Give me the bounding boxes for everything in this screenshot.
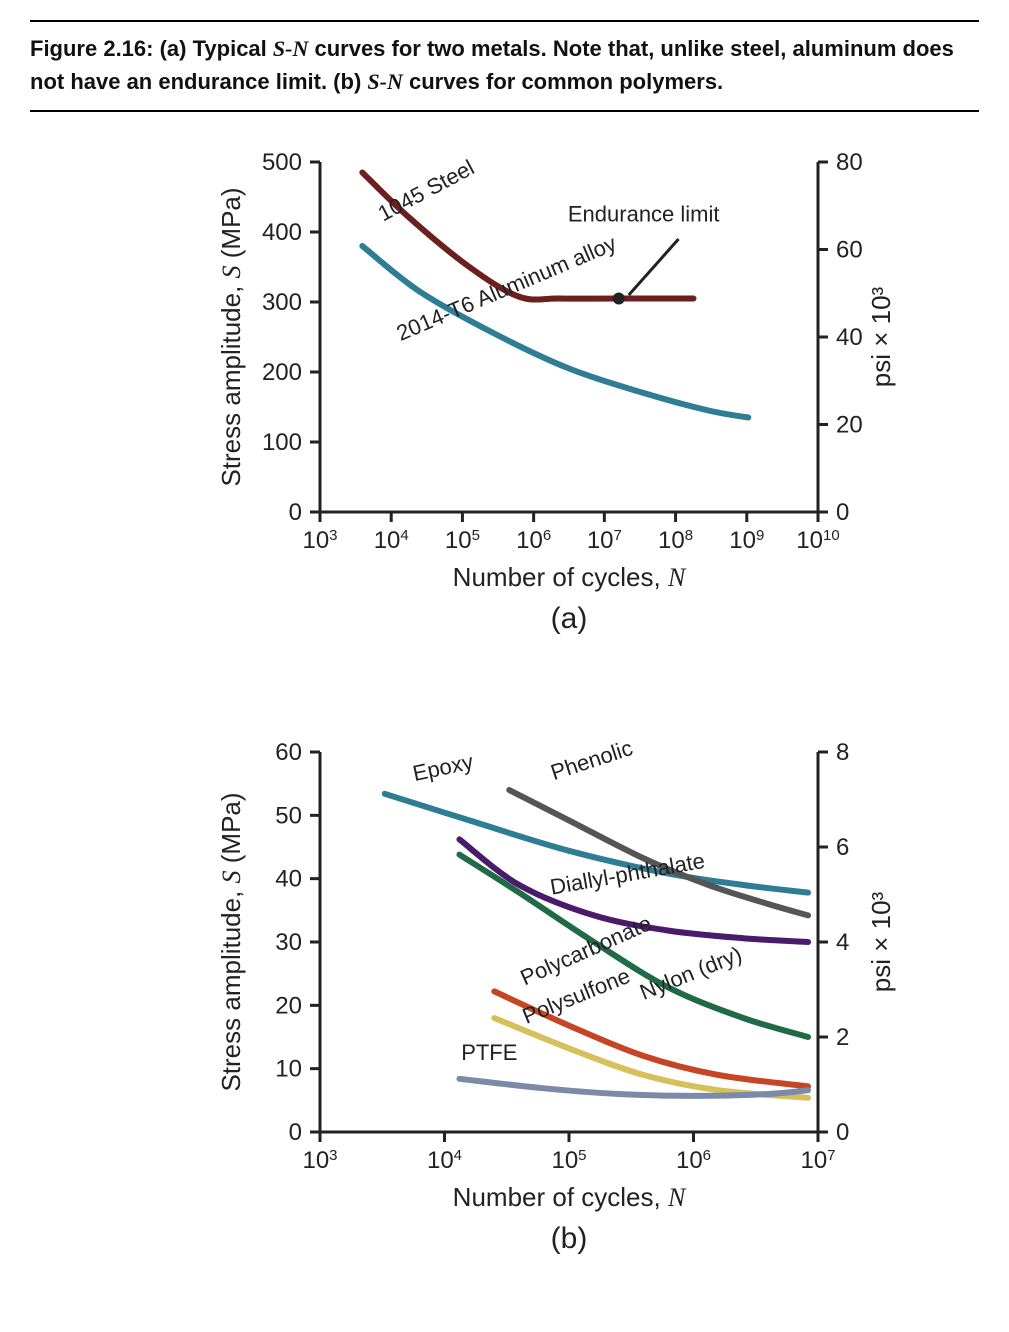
figure-label: Figure 2.16: <box>30 36 153 61</box>
x-tick-label: 104 <box>426 1147 461 1175</box>
y-left-tick-label: 0 <box>288 1119 301 1146</box>
x-tick-label: 105 <box>444 527 479 555</box>
y-right-tick-label: 20 <box>836 412 863 439</box>
x-tick-label: 103 <box>302 527 337 555</box>
y-left-tick-label: 20 <box>275 992 302 1019</box>
chart-a: 1031041051061071081091010010020030040050… <box>75 142 935 672</box>
x-tick-label: 107 <box>800 1147 835 1175</box>
series-label: PTFE <box>461 1040 517 1065</box>
series-label: 2014-T6 Aluminum alloy <box>392 230 619 345</box>
y-left-tick-label: 50 <box>275 802 302 829</box>
y-right-tick-label: 60 <box>836 237 863 264</box>
y-left-axis-label: Stress amplitude, S (MPa) <box>216 792 246 1091</box>
y-right-axis-label: psi × 10³ <box>866 891 896 992</box>
x-axis-label: Number of cycles, N <box>452 1182 686 1212</box>
caption-sn1: S-N <box>273 36 308 61</box>
series-label: Phenolic <box>547 735 635 785</box>
chart-b: 103104105106107010203040506002468EpoxyPh… <box>75 732 935 1292</box>
endurance-pointer <box>628 239 678 295</box>
x-tick-label: 104 <box>373 527 408 555</box>
y-left-tick-label: 10 <box>275 1056 302 1083</box>
subplot-label: (a) <box>550 602 587 635</box>
y-left-tick-label: 0 <box>288 499 301 526</box>
endurance-marker <box>612 293 624 305</box>
x-tick-label: 105 <box>551 1147 586 1175</box>
x-tick-label: 103 <box>302 1147 337 1175</box>
y-left-tick-label: 300 <box>261 289 301 316</box>
y-right-tick-label: 40 <box>836 324 863 351</box>
series-label: Epoxy <box>410 749 475 786</box>
y-left-tick-label: 200 <box>261 359 301 386</box>
y-right-tick-label: 80 <box>836 149 863 176</box>
y-right-tick-label: 2 <box>836 1024 849 1051</box>
endurance-label: Endurance limit <box>567 202 719 227</box>
y-left-axis-label: Stress amplitude, S (MPa) <box>216 187 246 486</box>
x-tick-label: 106 <box>675 1147 710 1175</box>
y-right-tick-label: 8 <box>836 739 849 766</box>
y-left-tick-label: 500 <box>261 149 301 176</box>
y-right-tick-label: 0 <box>836 1119 849 1146</box>
subplot-label: (b) <box>550 1222 587 1255</box>
caption-sn2: S-N <box>367 69 402 94</box>
series-label: 1045 Steel <box>373 155 478 226</box>
y-left-tick-label: 60 <box>275 739 302 766</box>
y-right-tick-label: 4 <box>836 929 849 956</box>
y-left-tick-label: 100 <box>261 429 301 456</box>
series-label: Diallyl-phthalate <box>548 848 706 900</box>
y-left-tick-label: 30 <box>275 929 302 956</box>
y-left-tick-label: 40 <box>275 866 302 893</box>
figure-caption-container: Figure 2.16: (a) Typical S-N curves for … <box>30 20 979 112</box>
x-tick-label: 106 <box>516 527 551 555</box>
x-tick-label: 108 <box>658 527 693 555</box>
y-right-axis-label: psi × 10³ <box>866 286 896 387</box>
x-tick-label: 107 <box>586 527 621 555</box>
y-right-tick-label: 6 <box>836 834 849 861</box>
x-tick-label: 109 <box>729 527 764 555</box>
caption-p5: curves for common polymers. <box>403 69 723 94</box>
caption-p1: (a) Typical <box>160 36 273 61</box>
x-tick-label: 1010 <box>796 527 839 555</box>
x-axis-label: Number of cycles, N <box>452 562 686 592</box>
y-right-tick-label: 0 <box>836 499 849 526</box>
figure-caption: Figure 2.16: (a) Typical S-N curves for … <box>30 32 979 98</box>
y-left-tick-label: 400 <box>261 219 301 246</box>
